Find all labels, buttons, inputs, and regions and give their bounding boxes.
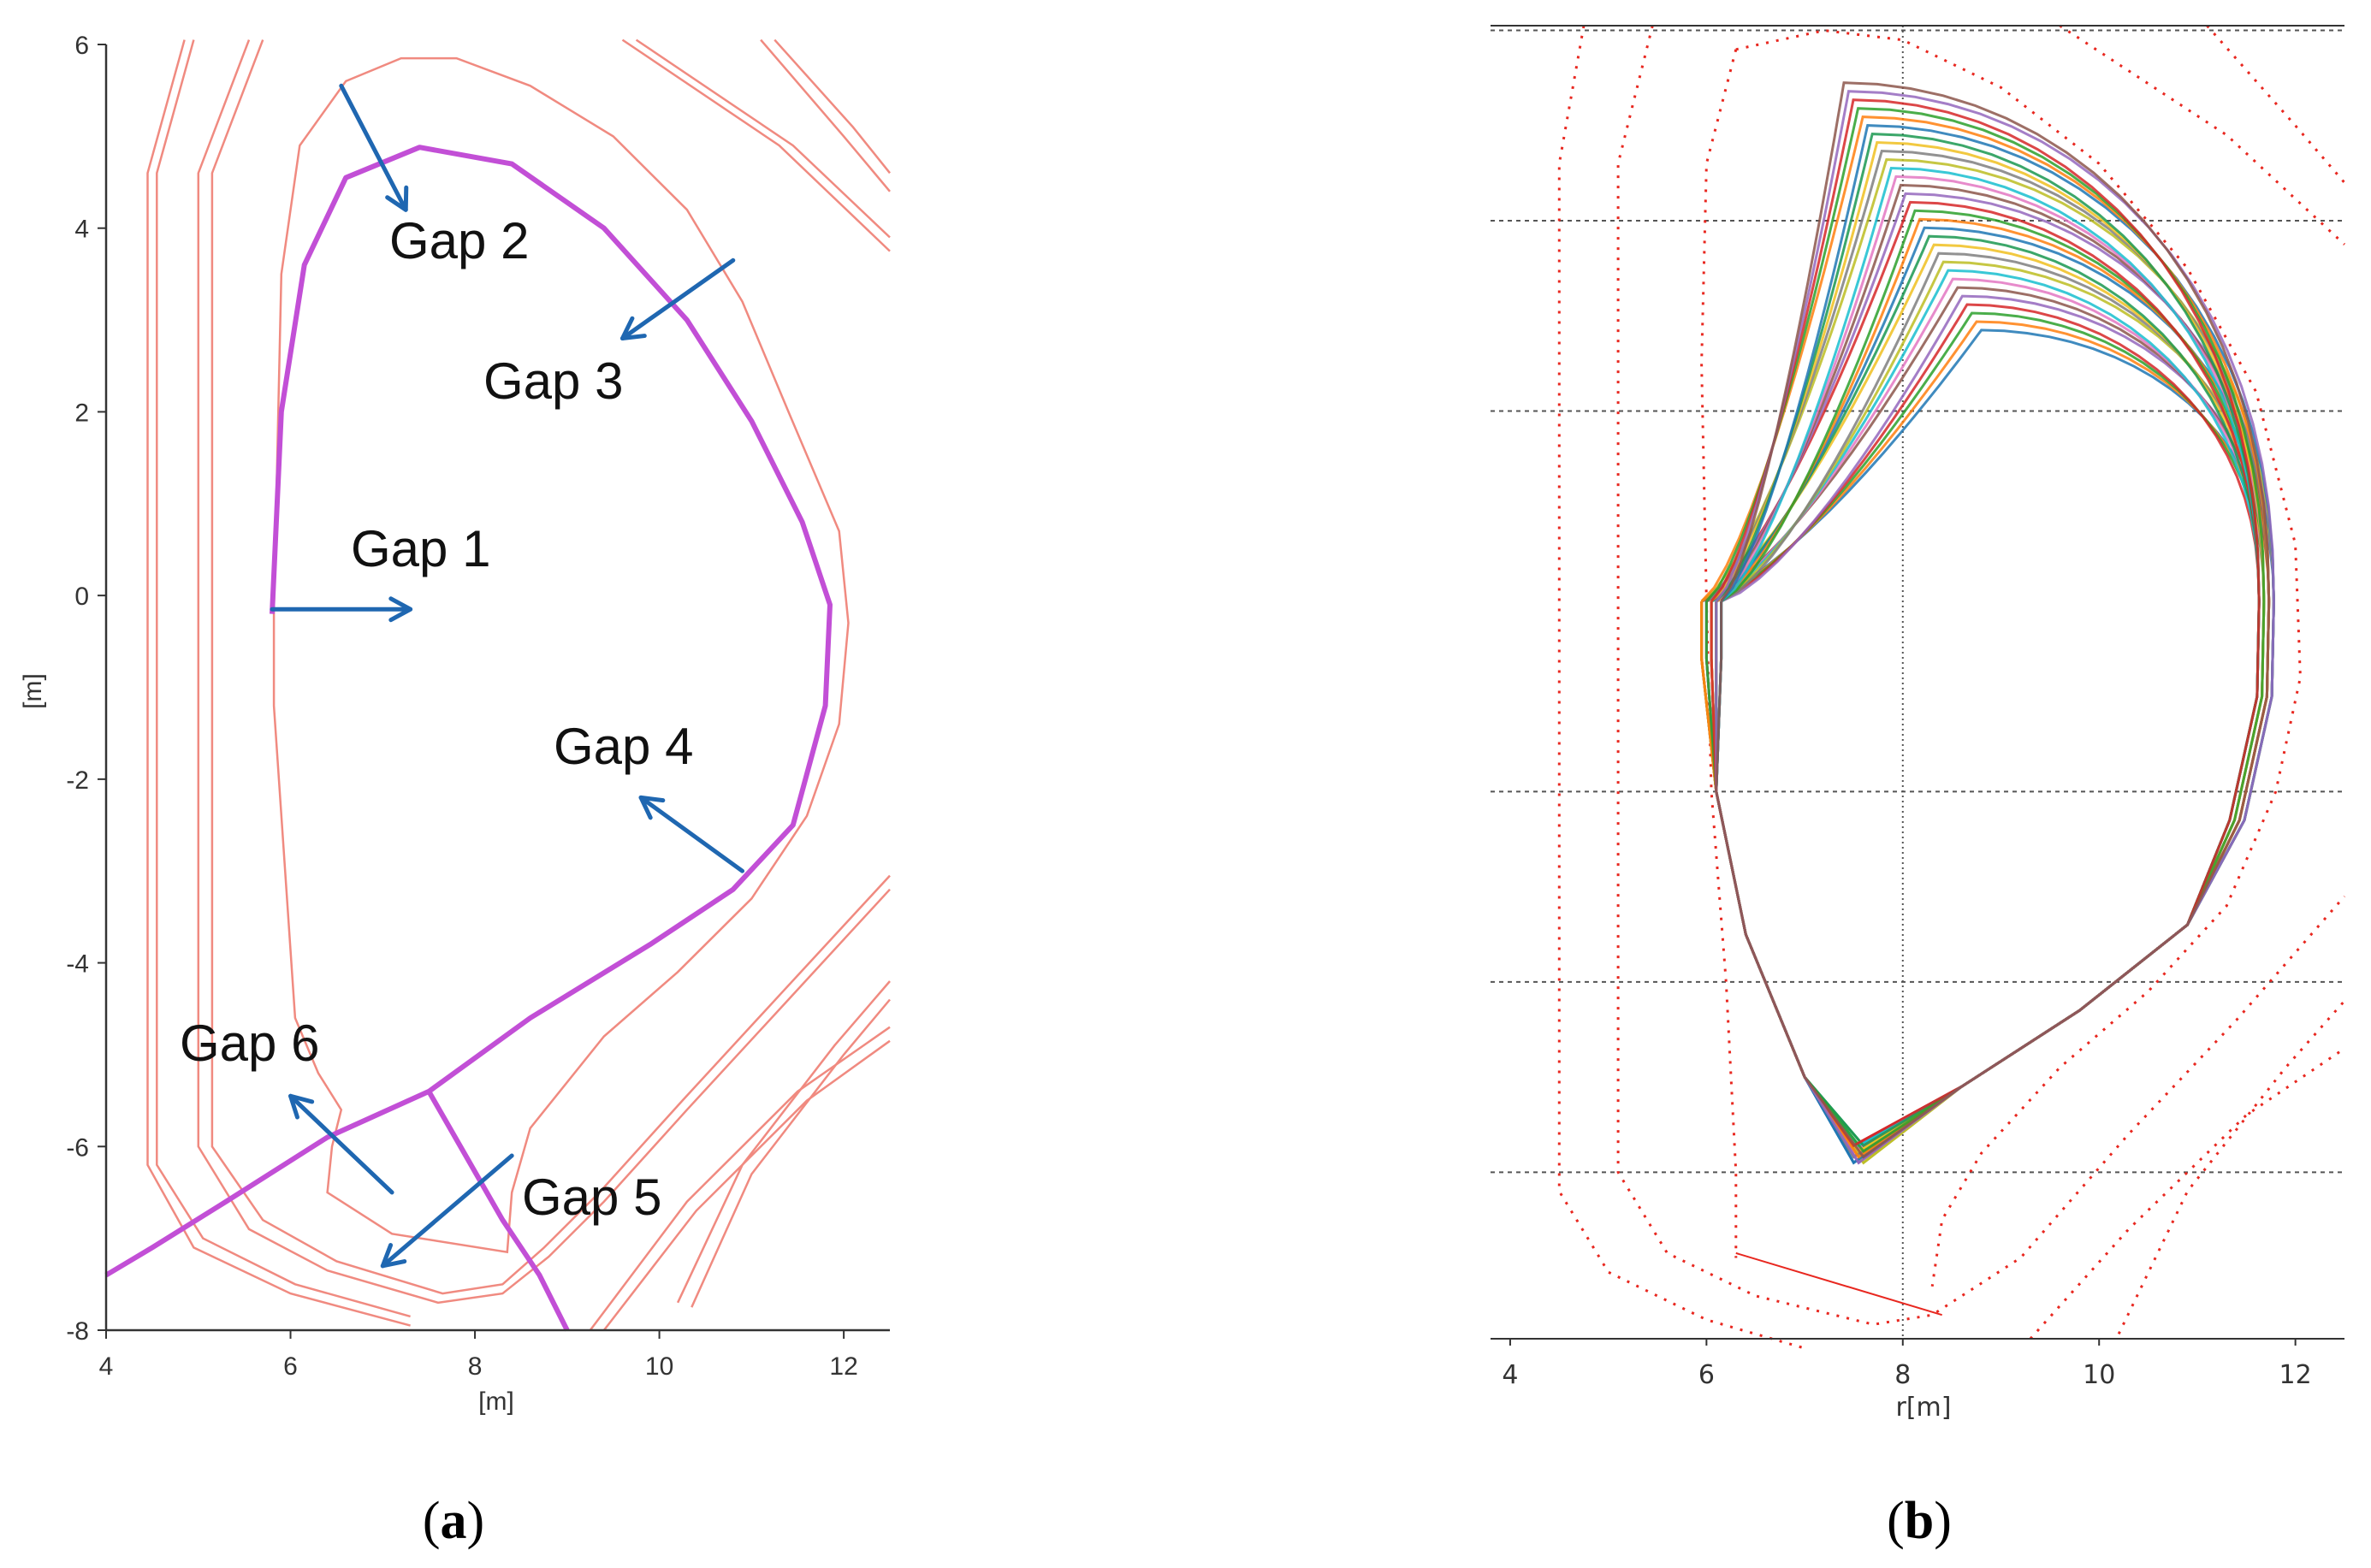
panel-b-boundary-curve bbox=[1710, 98, 2261, 1148]
panel-a-x-tick-label: 10 bbox=[645, 1352, 673, 1381]
wall-outline bbox=[602, 1039, 891, 1331]
panel-a-y-tick-label: 6 bbox=[74, 32, 89, 60]
panel-b-boundary-curve bbox=[1715, 81, 2271, 1159]
gap-2-arrow bbox=[339, 83, 409, 212]
separatrix-curve bbox=[104, 145, 833, 1278]
panel-b-boundary-curve bbox=[1704, 107, 2266, 1153]
panel-a-gap-arrows bbox=[270, 83, 745, 1269]
panel-b-divertor-line bbox=[1735, 1251, 1942, 1317]
panel-b-boundary-curve bbox=[1715, 90, 2275, 1165]
separatrix-outer-leg bbox=[426, 1090, 570, 1332]
panel-a-separatrix bbox=[104, 145, 833, 1332]
panel-a-y-tick-label: -8 bbox=[66, 1317, 89, 1346]
gap-6-arrow bbox=[288, 1093, 394, 1195]
panel-b-x-tick-label: 12 bbox=[2279, 1360, 2312, 1390]
panel-b-wall-trace bbox=[1735, 29, 2302, 1287]
wall-outline bbox=[760, 38, 891, 192]
wall-outline bbox=[774, 38, 891, 175]
panel-b-x-tick-label: 10 bbox=[2083, 1360, 2115, 1390]
panel-a-y-tick-label: 2 bbox=[74, 399, 89, 427]
wall-outline bbox=[621, 38, 891, 252]
gap-2-label: Gap 2 bbox=[389, 212, 529, 269]
gap-1-label: Gap 1 bbox=[351, 520, 490, 577]
panel-a-y-tick-label: 0 bbox=[74, 583, 89, 611]
panel-a-plot-area bbox=[110, 44, 890, 1327]
panel-a-y-ticks: 6 4 2 0 -2 -4 -6 -8 bbox=[66, 32, 106, 1346]
panel-a-y-tick-label: -4 bbox=[66, 950, 89, 979]
gap-4-arrow bbox=[638, 795, 745, 873]
wall-outline bbox=[691, 998, 891, 1308]
wall-outline bbox=[156, 39, 411, 1318]
caption-a: (a) bbox=[423, 1492, 484, 1550]
gap-5-arrow bbox=[380, 1153, 514, 1269]
panel-a-y-tick-label: 4 bbox=[74, 216, 89, 244]
wall-outline bbox=[635, 38, 891, 239]
panel-b-x-axis-label: r[m] bbox=[1896, 1393, 1952, 1423]
gap-5-label: Gap 5 bbox=[522, 1169, 661, 1226]
panel-b-wall-trace bbox=[2029, 1047, 2345, 1340]
panel-a-y-tick-label: -2 bbox=[66, 766, 89, 795]
wall-outline bbox=[146, 39, 411, 1327]
panel-a-y-tick-label: -6 bbox=[66, 1133, 89, 1162]
wall-outline bbox=[210, 39, 891, 1295]
gap-4-label: Gap 4 bbox=[554, 718, 693, 775]
panel-a-y-axis-label: [m] bbox=[19, 673, 47, 709]
panel-b-x-tick-label: 8 bbox=[1894, 1360, 1911, 1390]
panel-b-wall-points bbox=[1557, 24, 2346, 1350]
panel-b-x-tick-label: 6 bbox=[1698, 1360, 1715, 1390]
wall-outline bbox=[589, 1026, 891, 1331]
panel-b-wall-trace bbox=[2117, 1000, 2346, 1335]
gap-1-arrow bbox=[270, 596, 413, 623]
panel-a-x-axis-label: [m] bbox=[478, 1388, 514, 1416]
panel-a-x-tick-label: 12 bbox=[829, 1352, 857, 1381]
panel-b: 4 6 8 10 12 r[m] bbox=[1491, 24, 2346, 1423]
wall-outline bbox=[197, 39, 891, 1305]
panel-a-x-tick-label: 6 bbox=[283, 1352, 298, 1381]
panel-b-x-tick-label: 4 bbox=[1502, 1360, 1518, 1390]
panel-a-wall-structures bbox=[146, 38, 891, 1331]
wall-outline bbox=[676, 980, 891, 1304]
panel-a-x-tick-label: 4 bbox=[99, 1352, 114, 1381]
gap-3-label: Gap 3 bbox=[483, 352, 623, 410]
panel-a: 4 6 8 10 12 6 4 2 0 -2 -4 -6 -8 [m] [m] Gap 1 Gap 2… bbox=[19, 32, 891, 1416]
panel-b-boundary-ensemble bbox=[1700, 81, 2275, 1165]
panel-b-x-ticks: 4 6 8 10 12 bbox=[1502, 1339, 2312, 1390]
caption-b: (b) bbox=[1887, 1492, 1952, 1550]
panel-a-x-ticks: 4 6 8 10 12 bbox=[99, 1330, 858, 1381]
panel-a-x-tick-label: 8 bbox=[468, 1352, 483, 1381]
gap-6-label: Gap 6 bbox=[180, 1015, 319, 1072]
gap-3-arrow bbox=[619, 257, 736, 341]
